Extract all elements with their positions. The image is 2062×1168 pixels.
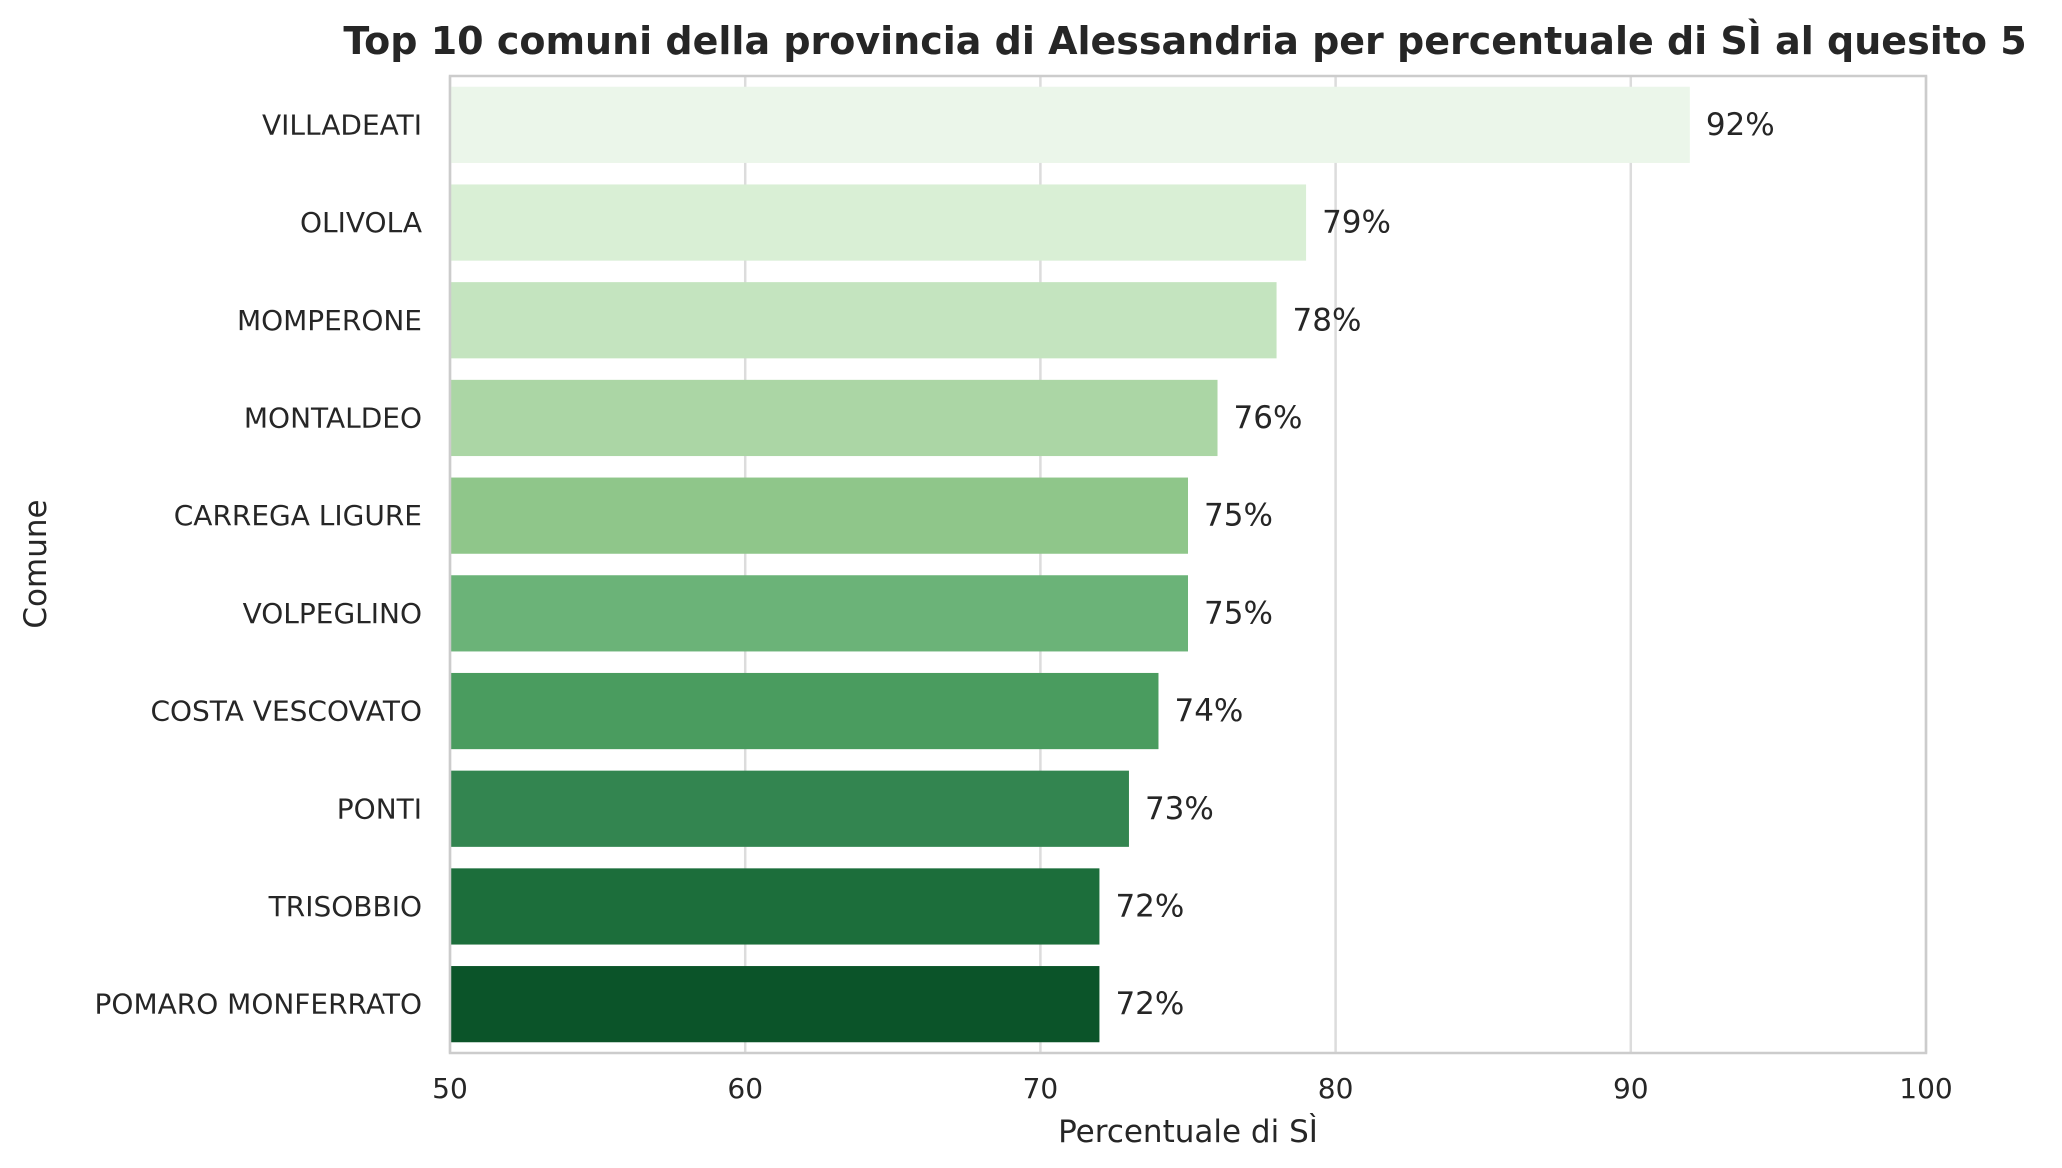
y-tick-labels: VILLADEATI OLIVOLA MOMPERONE MONTALDEO CARRE… <box>95 108 422 1020</box>
y-axis-label: Comune <box>18 499 54 628</box>
bar <box>450 86 1690 163</box>
data-label: 75% <box>1204 595 1273 631</box>
data-label: 76% <box>1234 400 1303 436</box>
y-tick-label: MOMPERONE <box>237 304 422 337</box>
x-tick-labels: 50 60 70 80 90 100 <box>432 1072 1953 1105</box>
data-label: 92% <box>1706 107 1775 143</box>
x-tick-label: 50 <box>432 1072 468 1105</box>
y-tick-label: CARREGA LIGURE <box>174 499 422 532</box>
x-tick-label: 60 <box>727 1072 763 1105</box>
y-tick-label: PONTI <box>337 792 422 825</box>
x-tick-label: 70 <box>1023 1072 1059 1105</box>
bar <box>450 184 1307 261</box>
bar <box>450 966 1100 1043</box>
x-axis-label: Percentuale di SÌ <box>1058 1114 1318 1150</box>
y-tick-label: OLIVOLA <box>300 206 422 239</box>
bar <box>450 770 1129 847</box>
data-label: 74% <box>1174 693 1243 729</box>
data-label: 73% <box>1145 791 1214 827</box>
y-tick-label: MONTALDEO <box>244 401 422 434</box>
y-tick-label: TRISOBBIO <box>268 890 422 923</box>
bar <box>450 575 1188 652</box>
x-tick-label: 80 <box>1318 1072 1354 1105</box>
x-tick-label: 100 <box>1899 1072 1952 1105</box>
x-tick-label: 90 <box>1613 1072 1649 1105</box>
bar <box>450 868 1100 945</box>
data-label: 75% <box>1204 498 1273 534</box>
y-tick-label: VOLPEGLINO <box>243 597 422 630</box>
chart-title: Top 10 comuni della provincia di Alessan… <box>343 19 2026 63</box>
data-label: 72% <box>1115 888 1184 924</box>
plot-frame <box>448 74 1928 1055</box>
data-label: 72% <box>1115 986 1184 1022</box>
y-tick-label: POMARO MONFERRATO <box>95 988 422 1021</box>
bar <box>450 379 1218 457</box>
data-label: 78% <box>1293 302 1362 338</box>
data-labels: 92% 79% 78% 76% 75% 75% 74% 73% 72% 72% <box>1115 107 1774 1022</box>
y-tick-label: COSTA VESCOVATO <box>150 695 422 728</box>
bar <box>450 672 1159 750</box>
y-tick-label: VILLADEATI <box>262 108 422 141</box>
bars <box>450 86 1690 1043</box>
data-label: 79% <box>1322 205 1391 241</box>
bar <box>450 282 1277 359</box>
bar <box>450 477 1188 554</box>
